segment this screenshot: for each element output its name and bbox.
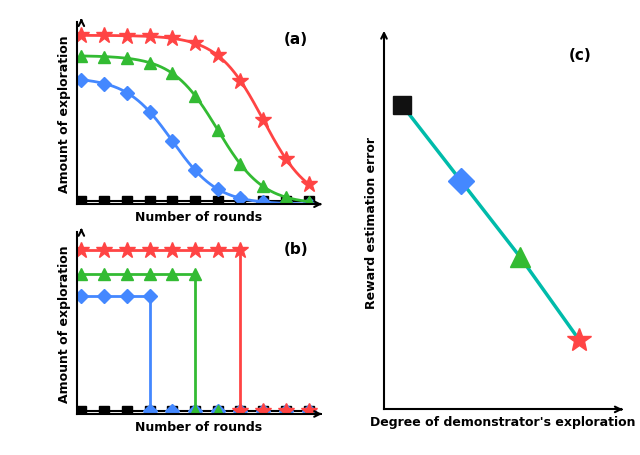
X-axis label: Number of rounds: Number of rounds: [135, 210, 262, 223]
X-axis label: Degree of demonstrator's exploration: Degree of demonstrator's exploration: [370, 415, 635, 428]
Text: (c): (c): [569, 48, 591, 62]
X-axis label: Number of rounds: Number of rounds: [135, 420, 262, 433]
Text: (b): (b): [284, 241, 308, 256]
Text: (a): (a): [284, 32, 308, 47]
Y-axis label: Amount of exploration: Amount of exploration: [58, 244, 71, 402]
Y-axis label: Amount of exploration: Amount of exploration: [58, 35, 71, 192]
Y-axis label: Reward estimation error: Reward estimation error: [365, 137, 378, 309]
